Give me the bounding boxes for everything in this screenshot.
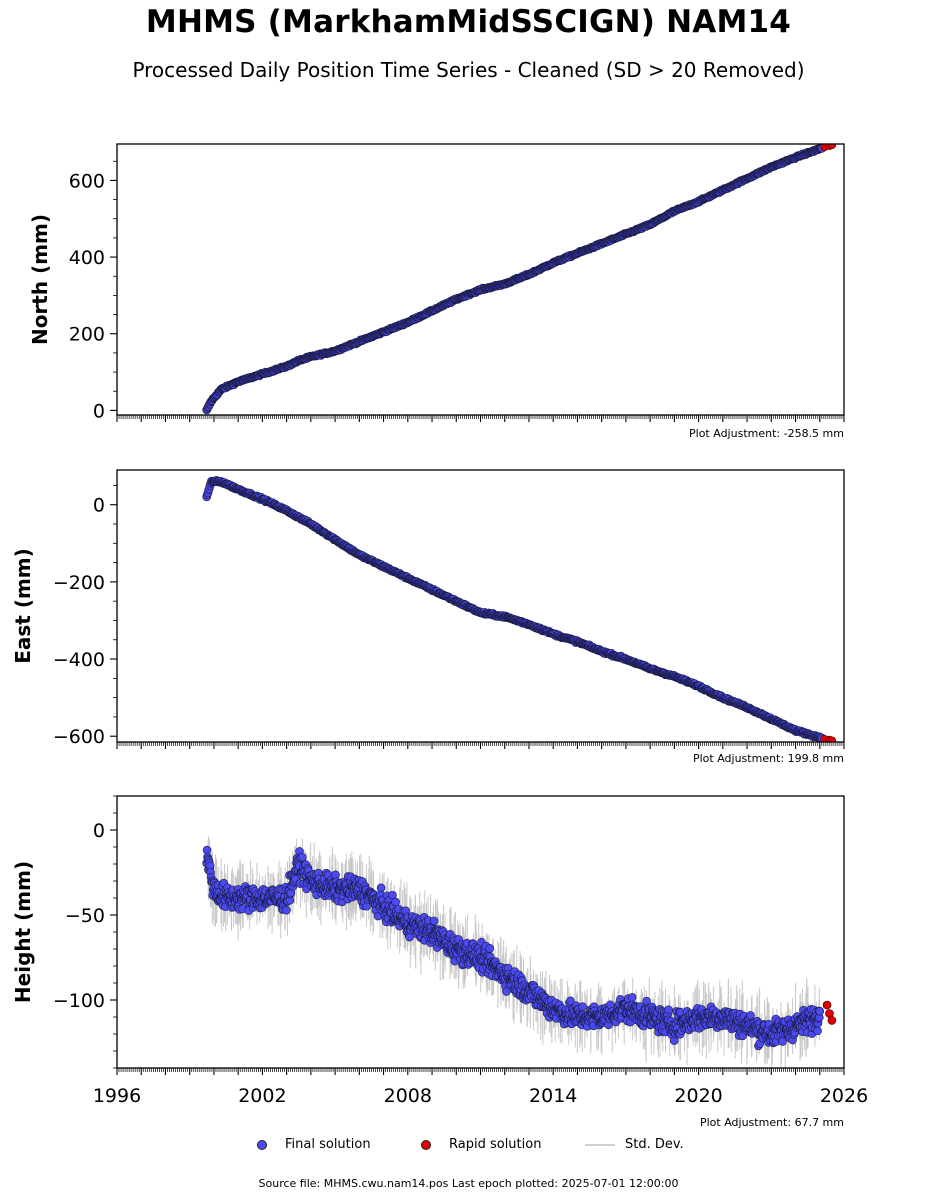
plot-area-2	[202, 836, 837, 1068]
y-tick-label: 400	[69, 247, 105, 269]
y-tick-label: −200	[53, 572, 105, 594]
plot-area-1	[202, 476, 837, 742]
final-solution-point	[297, 852, 307, 862]
final-solution-point	[746, 1011, 755, 1020]
final-solution-point	[391, 897, 400, 907]
y-tick-label: 200	[69, 324, 105, 346]
y-tick-label: 600	[69, 170, 105, 192]
y-tick-label: 0	[93, 495, 105, 517]
rapid-solution-point	[827, 144, 837, 150]
final-solution-point	[429, 916, 439, 926]
plot-adjustment-label: Plot Adjustment: -258.5 mm	[689, 427, 844, 440]
rapid-solution-point	[827, 736, 837, 742]
final-solution-point	[282, 905, 291, 915]
final-solution-point	[566, 996, 575, 1006]
y-tick-label: −400	[53, 649, 105, 671]
final-solution-point	[485, 944, 495, 953]
y-tick-label: 0	[93, 400, 105, 422]
chart-title: MHMS (MarkhamMidSSCIGN) NAM14	[145, 4, 792, 40]
plot-area-0	[202, 144, 837, 415]
rapid-solution-point	[822, 1000, 832, 1010]
final-solution-point	[376, 883, 386, 893]
y-axis-label: East (mm)	[11, 548, 35, 664]
final-solution-point	[813, 1026, 822, 1036]
final-solution-point	[627, 993, 637, 1002]
plot-adjustment-label: Plot Adjustment: 199.8 mm	[693, 752, 844, 765]
final-solution-point	[778, 1037, 787, 1046]
y-axis-label: North (mm)	[28, 214, 52, 345]
chart-subtitle: Processed Daily Position Time Series - C…	[132, 58, 805, 82]
rapid-solution-point	[827, 1016, 837, 1025]
final-solution-point	[664, 1005, 673, 1015]
y-tick-label: −600	[53, 726, 105, 748]
final-solution-point	[815, 1006, 825, 1016]
final-solution-point	[578, 1002, 587, 1011]
